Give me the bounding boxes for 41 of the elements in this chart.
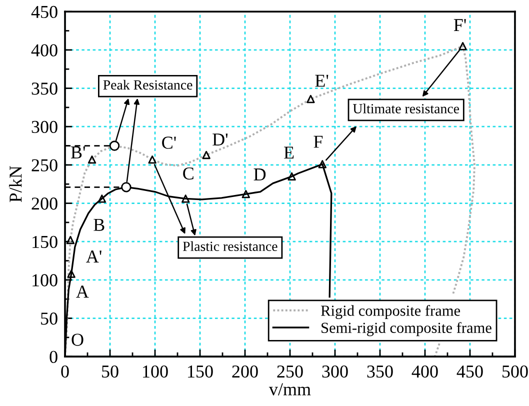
y-tick-label: 200 — [32, 198, 58, 210]
y-tick-label: 450 — [31, 6, 58, 18]
legend-label: Semi-rigid composite frame — [322, 322, 492, 336]
annotation: O — [72, 334, 84, 346]
y-tick-label: 100 — [32, 274, 58, 286]
annotation: Peak Resistance — [103, 80, 192, 90]
y-tick-label: 150 — [32, 236, 58, 248]
x-tick-label: 50 — [102, 365, 118, 378]
annotation: A' — [86, 250, 102, 262]
y-tick-label: 50 — [41, 312, 58, 325]
x-tick-label: 200 — [232, 365, 258, 378]
y-axis-title: P/kN — [9, 166, 22, 202]
annotation: Plastic resistance — [182, 241, 278, 252]
x-tick-label: 500 — [502, 365, 528, 378]
annotation: E' — [315, 74, 328, 87]
x-tick-label: 100 — [143, 365, 168, 378]
annotation: D — [254, 168, 266, 180]
annotation: C' — [162, 136, 176, 149]
x-tick-label: 400 — [412, 365, 438, 378]
x-tick-label: 150 — [188, 365, 213, 378]
x-axis-title: v/mm — [268, 383, 311, 396]
annotation: D' — [212, 134, 228, 146]
annotation: B — [94, 218, 104, 231]
legend-label: Rigid composite frame — [320, 304, 460, 320]
y-tick-label: 350 — [32, 82, 58, 95]
x-tick-label: 250 — [277, 365, 303, 378]
x-tick-label: 350 — [367, 365, 393, 378]
annotation: C — [183, 167, 194, 180]
annotation: F — [314, 136, 323, 148]
annotation: E — [284, 146, 294, 159]
y-tick-label: 250 — [32, 159, 58, 172]
y-tick-label: 400 — [31, 44, 58, 56]
annotation: F' — [454, 19, 466, 32]
x-tick-label: 300 — [322, 365, 348, 378]
annotation: Ultimate resistance — [352, 104, 460, 114]
annotation: A — [76, 286, 89, 298]
x-tick-label: 450 — [456, 365, 483, 378]
annotation: B' — [70, 146, 86, 158]
y-tick-label: 0 — [50, 350, 58, 364]
x-tick-label: 0 — [61, 365, 69, 378]
y-tick-label: 300 — [32, 120, 58, 134]
